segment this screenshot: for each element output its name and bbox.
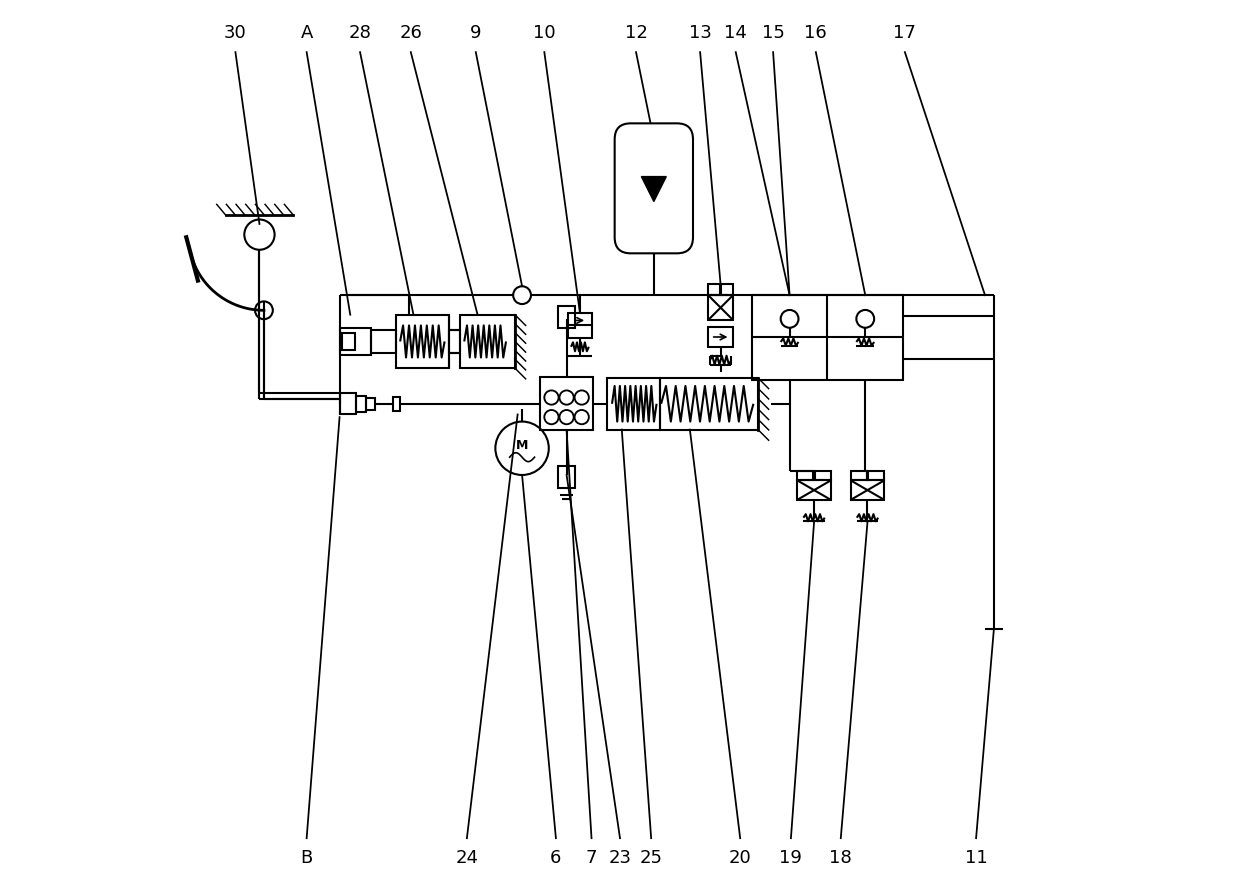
Bar — [371, 330, 396, 353]
Text: 26: 26 — [399, 23, 423, 42]
Text: 15: 15 — [761, 23, 785, 42]
Bar — [460, 314, 515, 368]
Bar — [660, 378, 758, 430]
Text: 6: 6 — [551, 848, 562, 867]
Bar — [708, 327, 733, 346]
Text: A: A — [300, 23, 312, 42]
Text: 20: 20 — [729, 848, 751, 867]
Bar — [851, 480, 884, 500]
Text: 28: 28 — [348, 23, 372, 42]
Text: 9: 9 — [470, 23, 481, 42]
Text: 18: 18 — [830, 848, 852, 867]
Text: 17: 17 — [894, 23, 916, 42]
Bar — [606, 378, 660, 430]
Bar — [356, 396, 366, 412]
Bar — [751, 296, 903, 380]
Text: 11: 11 — [965, 848, 987, 867]
Text: 23: 23 — [609, 848, 631, 867]
Bar — [539, 377, 593, 430]
Text: 19: 19 — [780, 848, 802, 867]
Bar — [342, 332, 355, 350]
Bar — [815, 472, 831, 480]
Bar — [340, 393, 356, 414]
Text: 7: 7 — [585, 848, 598, 867]
Bar — [708, 296, 733, 320]
FancyBboxPatch shape — [615, 123, 693, 254]
Bar — [722, 285, 733, 296]
Bar — [396, 314, 449, 368]
Text: 10: 10 — [533, 23, 556, 42]
Bar — [851, 472, 867, 480]
Bar — [393, 396, 401, 411]
Text: 16: 16 — [805, 23, 827, 42]
Text: 13: 13 — [688, 23, 712, 42]
Bar — [449, 330, 460, 353]
Bar — [568, 313, 591, 338]
Text: 24: 24 — [455, 848, 479, 867]
Bar — [708, 285, 719, 296]
Bar — [558, 305, 575, 328]
Circle shape — [513, 287, 531, 304]
Bar — [797, 472, 813, 480]
Bar — [868, 472, 884, 480]
Bar — [366, 397, 376, 410]
Bar — [797, 480, 831, 500]
Polygon shape — [641, 177, 666, 202]
Text: 30: 30 — [224, 23, 247, 42]
Text: 12: 12 — [625, 23, 647, 42]
Text: B: B — [300, 848, 312, 867]
Bar — [340, 328, 371, 355]
Text: 25: 25 — [640, 848, 662, 867]
Text: 14: 14 — [724, 23, 748, 42]
Text: M: M — [516, 439, 528, 452]
Bar — [558, 466, 575, 488]
